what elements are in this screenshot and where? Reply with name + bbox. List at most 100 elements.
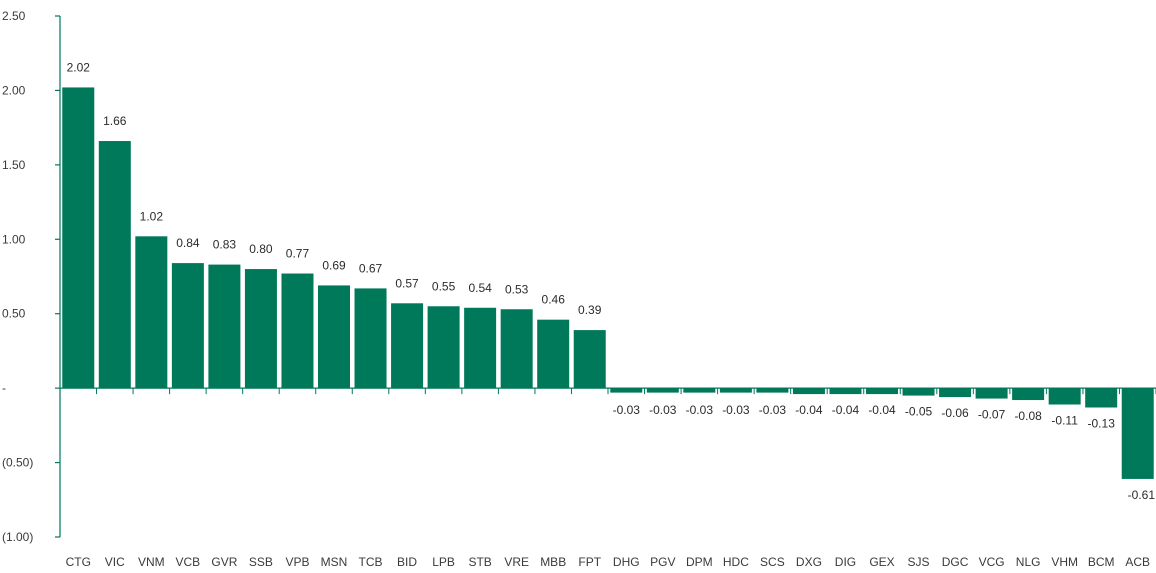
data-label-lpb: 0.55 — [432, 279, 456, 293]
bar-bcm — [1085, 388, 1118, 408]
data-label-acb: -0.61 — [1128, 488, 1156, 502]
category-label-dig: DIG — [835, 555, 856, 569]
data-label-vcb: 0.84 — [176, 236, 200, 250]
bar-mbb — [537, 319, 570, 389]
bar-dxg — [792, 388, 825, 395]
bar-msn — [318, 285, 350, 389]
category-label-vre: VRE — [504, 555, 529, 569]
bar-dgc — [939, 388, 972, 398]
bar-tcb — [354, 288, 387, 389]
bar-vre — [500, 309, 533, 389]
category-label-bcm: BCM — [1088, 555, 1115, 569]
data-label-sjs: -0.05 — [905, 405, 933, 419]
category-label-vcb: VCB — [176, 555, 201, 569]
bar-gvr — [208, 264, 241, 389]
bar-vcb — [171, 263, 204, 389]
data-label-bid: 0.57 — [395, 276, 419, 290]
data-label-vpb: 0.77 — [286, 247, 310, 261]
bar-dpm — [683, 388, 716, 393]
data-label-vnm: 1.02 — [140, 209, 164, 223]
data-label-vic: 1.66 — [103, 114, 127, 128]
data-label-dhg: -0.03 — [613, 403, 641, 417]
data-label-hdc: -0.03 — [722, 403, 750, 417]
bar-vcg — [975, 388, 1008, 399]
data-label-gvr: 0.83 — [213, 238, 237, 252]
category-label-vnm: VNM — [138, 555, 165, 569]
bar-sjs — [902, 388, 935, 396]
category-label-vhm: VHM — [1051, 555, 1078, 569]
category-label-lpb: LPB — [432, 555, 455, 569]
bar-scs — [756, 388, 789, 393]
bar-dhg — [610, 388, 643, 393]
category-label-acb: ACB — [1125, 555, 1150, 569]
bar-ctg — [62, 87, 95, 389]
category-label-nlg: NLG — [1016, 555, 1041, 569]
data-label-stb: 0.54 — [468, 281, 492, 295]
category-label-mbb: MBB — [540, 555, 566, 569]
bar-fpt — [573, 330, 606, 389]
x-axis — [59, 387, 1156, 395]
data-label-ssb: 0.80 — [249, 242, 273, 256]
data-label-scs: -0.03 — [759, 403, 787, 417]
bar-bid — [391, 303, 424, 389]
data-label-vhm: -0.11 — [1051, 414, 1078, 428]
data-label-dxg: -0.04 — [795, 403, 823, 417]
category-label-tcb: TCB — [359, 555, 383, 569]
data-label-nlg: -0.08 — [1014, 409, 1042, 423]
category-label-pgv: PGV — [650, 555, 675, 569]
bar-lpb — [427, 306, 460, 389]
bar-vpb — [281, 273, 314, 389]
bar-nlg — [1012, 388, 1045, 401]
data-label-msn: 0.69 — [322, 258, 346, 272]
y-tick-label: 0.50 — [2, 307, 26, 321]
category-label-vic: VIC — [105, 555, 125, 569]
data-label-ctg: 2.02 — [67, 60, 91, 74]
category-label-hdc: HDC — [723, 555, 749, 569]
bar-acb — [1121, 388, 1154, 479]
category-label-dhg: DHG — [613, 555, 640, 569]
data-label-gex: -0.04 — [868, 403, 896, 417]
category-label-scs: SCS — [760, 555, 785, 569]
data-label-dpm: -0.03 — [686, 403, 714, 417]
category-label-ctg: CTG — [66, 555, 91, 569]
category-label-vpb: VPB — [285, 555, 309, 569]
y-tick-label: - — [2, 381, 6, 395]
data-label-mbb: 0.46 — [542, 293, 566, 307]
bar-vnm — [135, 236, 168, 389]
category-label-sjs: SJS — [908, 555, 930, 569]
category-label-dgc: DGC — [942, 555, 969, 569]
data-labels: 2.02 1.66 1.02 0.84 0.83 0.80 0.77 0.69 0.67 0.57… — [67, 60, 1156, 502]
category-label-msn: MSN — [321, 555, 348, 569]
data-label-bcm: -0.13 — [1088, 416, 1116, 430]
bar-ssb — [244, 269, 277, 389]
y-tick-label: 1.00 — [2, 232, 26, 246]
bar-vic — [98, 141, 131, 389]
category-labels: CTG VIC VNM VCB GVR SSB VPB MSN TCB BID LPB STB VRE M… — [66, 555, 1150, 569]
data-label-vcg: -0.07 — [978, 408, 1006, 422]
data-label-tcb: 0.67 — [359, 261, 383, 275]
bar-vhm — [1048, 388, 1081, 405]
data-label-vre: 0.53 — [505, 282, 529, 296]
bar-hdc — [719, 388, 752, 393]
bar-pgv — [646, 388, 679, 393]
y-axis: 2.50 2.00 1.50 1.00 0.50 - (0.50) (1.00) — [2, 9, 61, 544]
bar-stb — [464, 307, 497, 389]
category-label-gvr: GVR — [211, 555, 237, 569]
y-tick-label: 2.50 — [2, 9, 26, 23]
category-label-bid: BID — [397, 555, 417, 569]
category-label-fpt: FPT — [578, 555, 601, 569]
y-tick-label: (1.00) — [2, 530, 33, 544]
y-tick-label: 1.50 — [2, 158, 26, 172]
data-label-pgv: -0.03 — [649, 403, 677, 417]
category-label-dpm: DPM — [686, 555, 713, 569]
category-label-ssb: SSB — [249, 555, 273, 569]
data-label-fpt: 0.39 — [578, 303, 602, 317]
category-label-stb: STB — [468, 555, 491, 569]
category-label-vcg: VCG — [979, 555, 1005, 569]
category-label-dxg: DXG — [796, 555, 822, 569]
data-label-dgc: -0.06 — [941, 406, 969, 420]
y-tick-label: 2.00 — [2, 83, 26, 97]
category-label-gex: GEX — [869, 555, 894, 569]
bar-dig — [829, 388, 862, 395]
